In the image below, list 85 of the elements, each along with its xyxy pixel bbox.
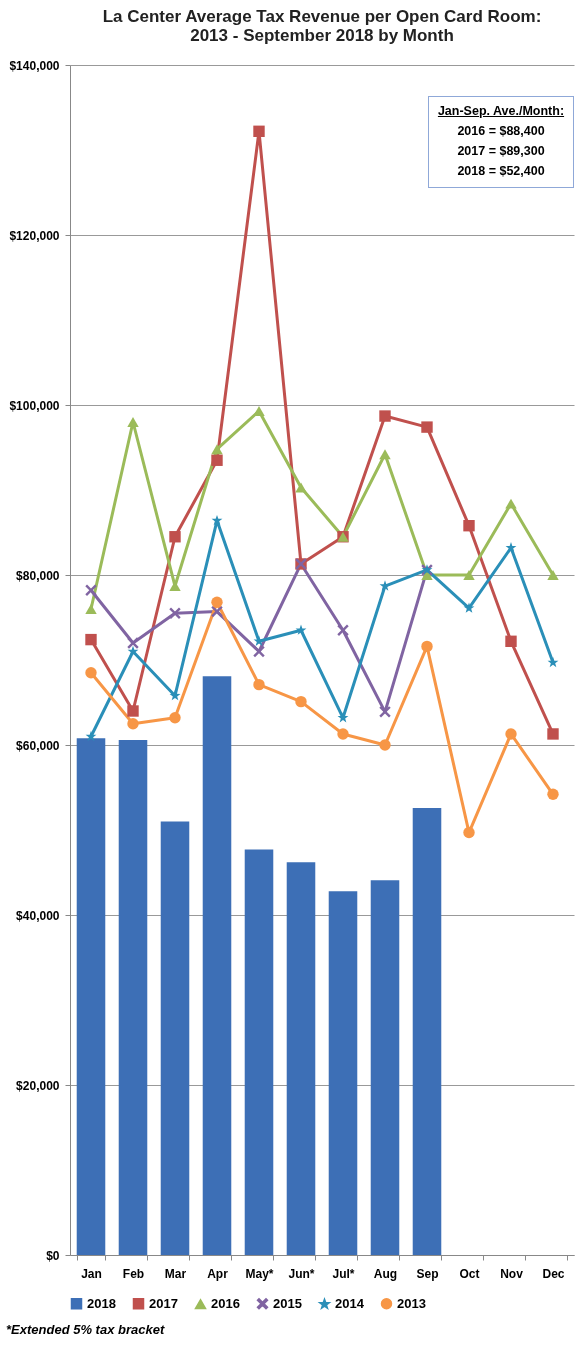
bar — [286, 862, 316, 1255]
point — [169, 531, 181, 543]
y-tick-label: $20,000 — [16, 1078, 60, 1093]
y-tick-label: $60,000 — [16, 738, 60, 753]
legend-label: 2016 — [211, 1296, 240, 1312]
bar — [118, 739, 148, 1255]
point — [127, 705, 139, 717]
point — [379, 739, 391, 751]
point — [169, 690, 181, 701]
point — [337, 712, 349, 723]
y-tick-label: $120,000 — [9, 228, 60, 243]
y-tick-label: $100,000 — [9, 398, 60, 413]
annotation: 2018 = $52,400 — [456, 163, 546, 180]
point — [127, 645, 139, 657]
y-tick-label: $140,000 — [9, 58, 60, 73]
point — [85, 730, 97, 742]
point — [463, 826, 475, 839]
point — [505, 542, 517, 553]
point — [505, 498, 517, 509]
bar — [412, 807, 442, 1255]
y-tick-label: $40,000 — [16, 908, 60, 923]
point — [211, 444, 223, 455]
x-tick-label: Jan — [81, 1266, 102, 1281]
x-tick-label: Mar — [164, 1266, 187, 1281]
point — [421, 421, 433, 433]
point — [379, 410, 391, 422]
point — [295, 624, 307, 635]
point — [169, 712, 181, 724]
y-tick-label: $0 — [46, 1248, 60, 1263]
legend-label: 2014 — [335, 1296, 365, 1312]
point — [253, 125, 265, 137]
x-tick-label: May* — [245, 1266, 274, 1281]
point — [547, 788, 559, 800]
point — [337, 728, 349, 740]
chart-title: La Center Average Tax Revenue per Open Card Room: — [102, 7, 542, 26]
point — [547, 728, 559, 740]
point — [211, 605, 223, 618]
text: *Extended 5% tax bracket — [6, 1322, 165, 1337]
point — [463, 520, 475, 532]
point — [505, 635, 517, 647]
annotation: 2017 = $89,300 — [456, 143, 546, 160]
annotation: 2016 = $88,400 — [456, 123, 546, 140]
point — [211, 596, 223, 608]
point — [295, 695, 307, 708]
x-tick-label: Oct — [459, 1266, 480, 1281]
x-tick-label: Dec — [542, 1266, 565, 1281]
point — [547, 570, 559, 580]
point — [211, 454, 223, 466]
bar — [244, 849, 274, 1255]
legend-label: 2018 — [87, 1295, 116, 1311]
x-tick-label: Nov — [500, 1266, 524, 1281]
bar — [370, 880, 400, 1255]
x-tick-label: Sep — [416, 1266, 439, 1281]
point — [505, 728, 517, 740]
x-tick-label: Feb — [122, 1266, 145, 1281]
chart-subtitle: 2013 - September 2018 by Month — [190, 26, 454, 45]
bar — [328, 891, 358, 1255]
point — [547, 656, 559, 668]
annotation: Jan-Sep. Ave./Month: — [436, 103, 566, 120]
x-tick-label: Jun* — [288, 1266, 315, 1281]
point — [85, 604, 97, 614]
point — [85, 584, 97, 596]
legend-label: 2015 — [273, 1295, 302, 1311]
bar — [202, 676, 232, 1255]
legend-label: 2013 — [397, 1295, 426, 1311]
bar — [160, 821, 190, 1255]
point — [85, 667, 97, 679]
point — [253, 645, 265, 658]
point — [463, 570, 475, 580]
x-tick-label: Apr — [207, 1266, 229, 1281]
point — [421, 640, 433, 653]
x-tick-label: Aug — [373, 1266, 398, 1281]
legend-label: 2017 — [149, 1295, 178, 1311]
point — [211, 514, 223, 526]
point — [463, 602, 475, 613]
point — [379, 449, 391, 460]
point — [85, 633, 97, 646]
point — [253, 678, 265, 691]
point — [127, 718, 139, 730]
point — [253, 406, 265, 416]
bar — [76, 738, 106, 1255]
point — [127, 417, 139, 427]
x-tick-label: Jul* — [332, 1266, 355, 1281]
y-tick-label: $80,000 — [16, 568, 60, 583]
point — [295, 482, 307, 493]
